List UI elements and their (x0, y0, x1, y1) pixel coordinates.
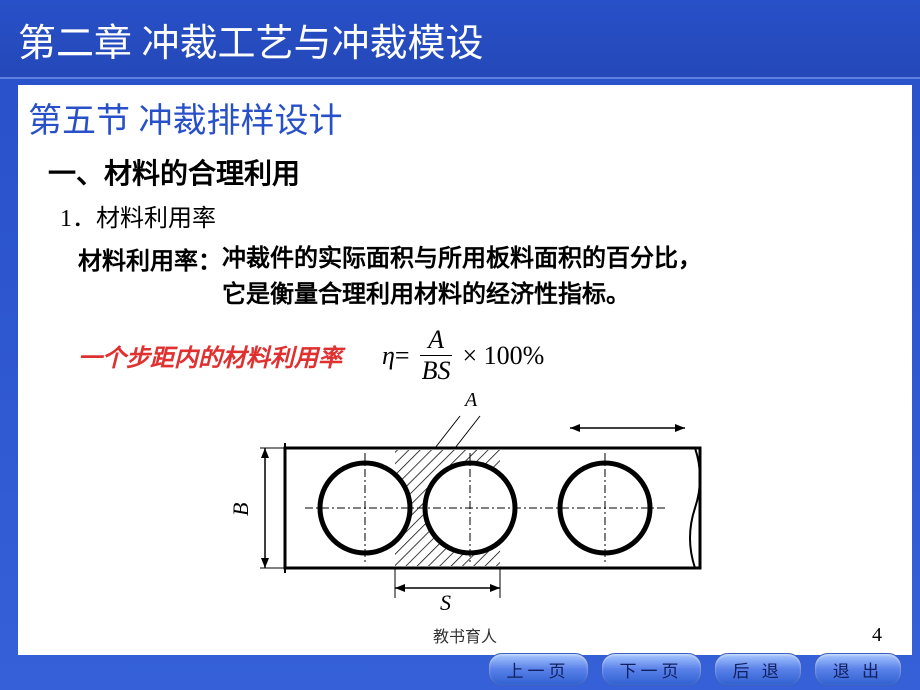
footer-text: 教书育人 (18, 623, 912, 647)
diagram: A (28, 388, 892, 623)
diagram-label-s: S (440, 590, 451, 615)
heading-2: 1．材料利用率 (60, 198, 892, 233)
nav-bar: 上一页 下一页 后 退 退 出 (488, 653, 903, 686)
diagram-label-a: A (463, 389, 478, 411)
definition-label: 材料利用率： (78, 241, 222, 313)
page-number: 4 (872, 624, 882, 647)
definition-line1: 冲裁件的实际面积与所用板料面积的百分比， (222, 246, 702, 272)
heading-1: 一、材料的合理利用 (48, 152, 892, 192)
formula: η = A BS × 100% (382, 325, 544, 386)
next-button[interactable]: 下一页 (601, 653, 702, 686)
definition-line2: 它是衡量合理利用材料的经济性指标。 (222, 282, 630, 308)
formula-eq: = (395, 341, 410, 371)
red-label: 一个步距内的材料利用率 (78, 338, 342, 373)
back-button[interactable]: 后 退 (714, 653, 802, 686)
formula-denominator: BS (416, 356, 457, 386)
diagram-label-b: B (228, 503, 253, 516)
prev-button[interactable]: 上一页 (488, 653, 589, 686)
exit-button[interactable]: 退 出 (814, 653, 902, 686)
formula-tail: × 100% (462, 341, 544, 371)
formula-fraction: A BS (416, 325, 457, 386)
chapter-title: 第二章 冲裁工艺与冲裁模设 (0, 0, 920, 79)
definition-text: 冲裁件的实际面积与所用板料面积的百分比， 它是衡量合理利用材料的经济性指标。 (222, 241, 702, 313)
formula-numerator: A (420, 325, 452, 356)
content-area: 第五节 冲裁排样设计 一、材料的合理利用 1．材料利用率 材料利用率： 冲裁件的… (18, 85, 912, 655)
formula-eta: η (382, 341, 395, 371)
diagram-circles (305, 453, 665, 563)
section-title: 第五节 冲裁排样设计 (28, 93, 892, 142)
definition-row: 材料利用率： 冲裁件的实际面积与所用板料面积的百分比， 它是衡量合理利用材料的经… (78, 241, 892, 313)
formula-row: 一个步距内的材料利用率 η = A BS × 100% (78, 325, 892, 386)
